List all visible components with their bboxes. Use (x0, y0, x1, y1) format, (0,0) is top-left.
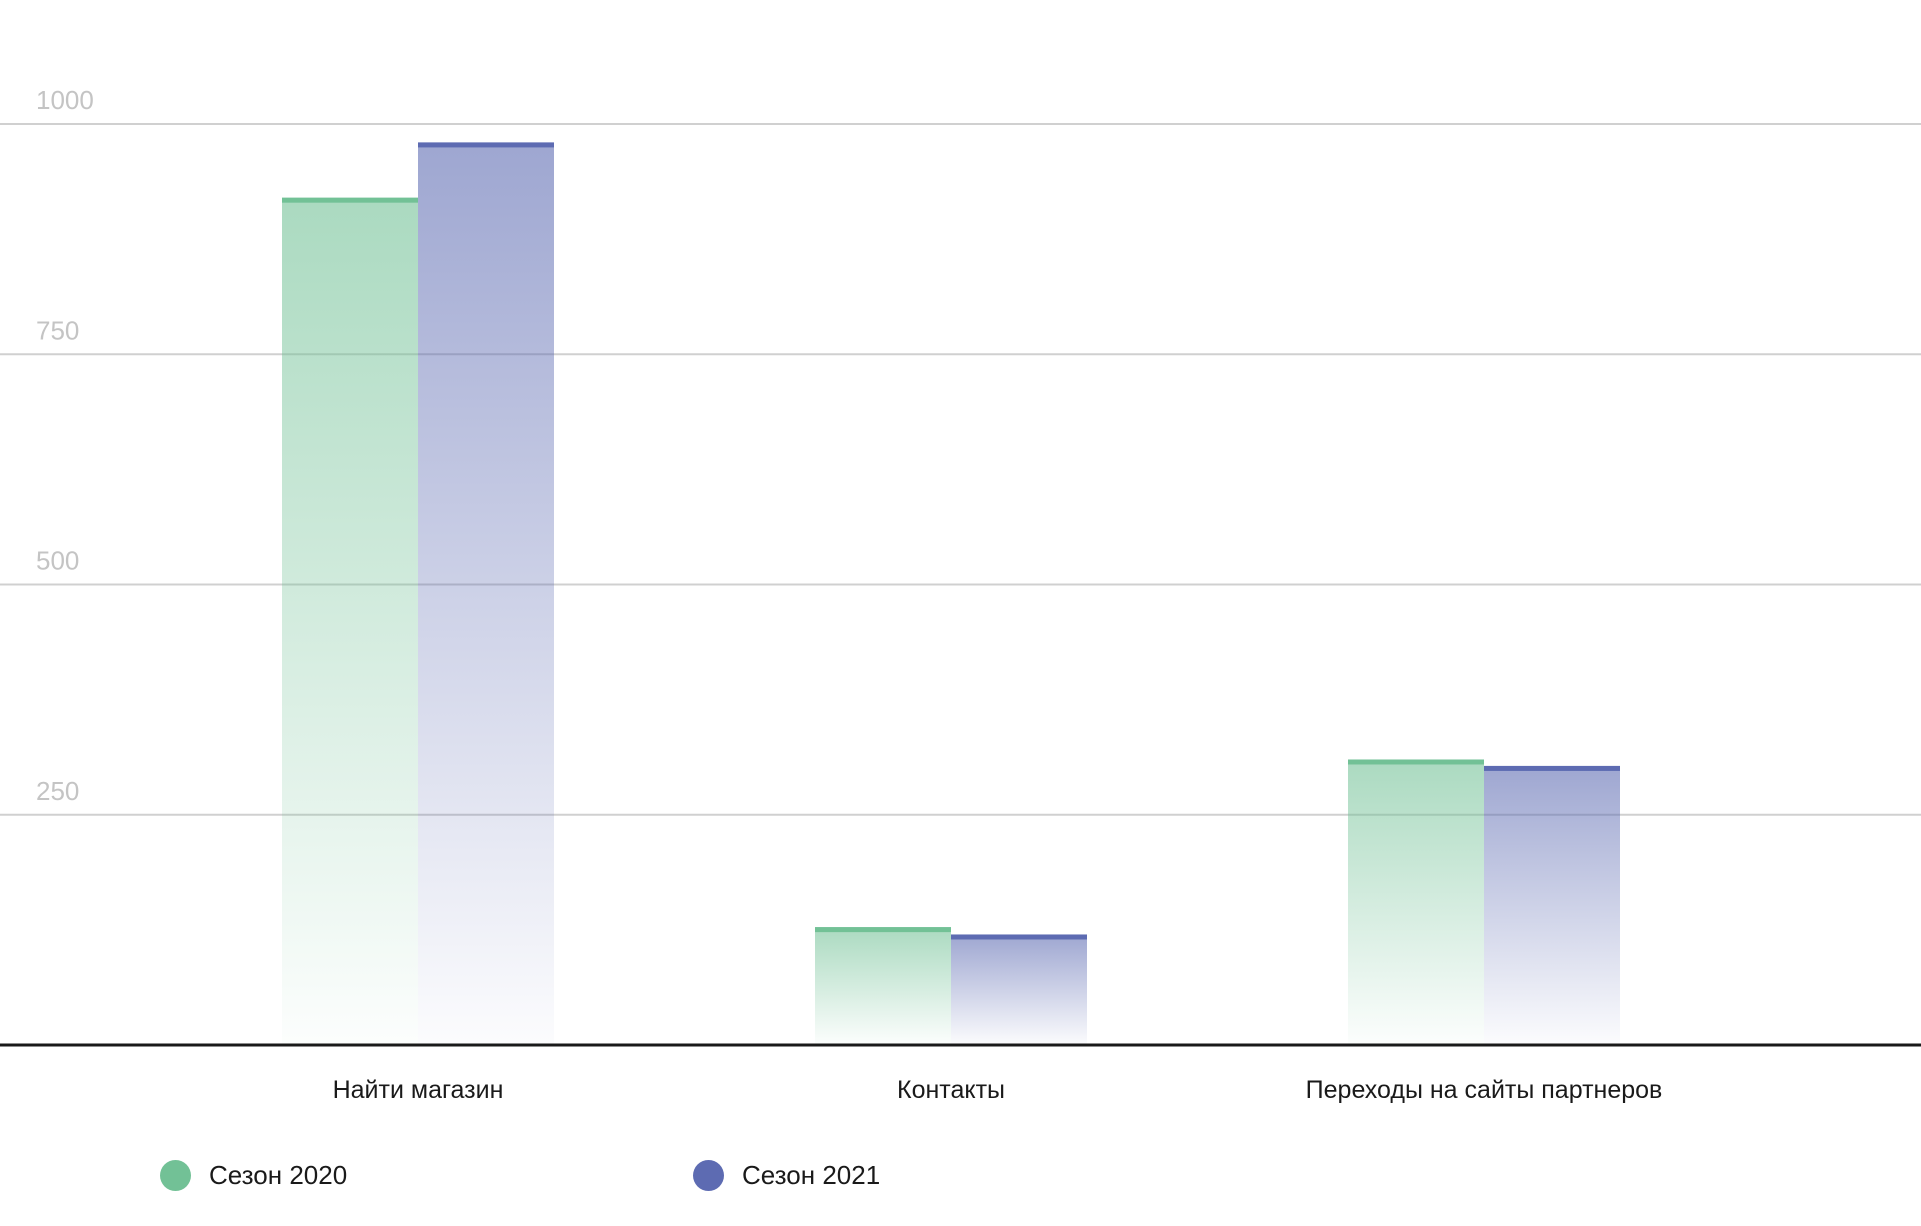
bar-top-2-3 (1484, 765, 1620, 771)
category-label-3: Переходы на сайты партнеров (1306, 1076, 1663, 1104)
bar-2-3 (1484, 765, 1620, 1045)
bars (282, 142, 1620, 1046)
bar-1-3 (1348, 759, 1484, 1045)
bar-2-2 (951, 934, 1087, 1045)
category-label-1: Найти магазин (333, 1076, 504, 1104)
category-labels: Найти магазин Контакты Переходы на сайты п… (333, 1076, 1663, 1104)
bar-1-1 (282, 197, 418, 1045)
bar-top-2-1 (418, 142, 554, 148)
bar-top-1-3 (1348, 759, 1484, 765)
bar-2-1 (418, 142, 554, 1046)
y-tick-label-500: 500 (36, 546, 79, 576)
y-tick-label-750: 750 (36, 315, 79, 345)
category-label-2: Контакты (897, 1076, 1005, 1104)
bar-top-1-2 (815, 927, 951, 933)
y-tick-label-250: 250 (36, 776, 79, 806)
bar-top-1-1 (282, 197, 418, 203)
bar-top-2-2 (951, 934, 1087, 940)
bar-1-2 (815, 927, 951, 1045)
y-tick-label-1000: 1000 (36, 85, 94, 115)
